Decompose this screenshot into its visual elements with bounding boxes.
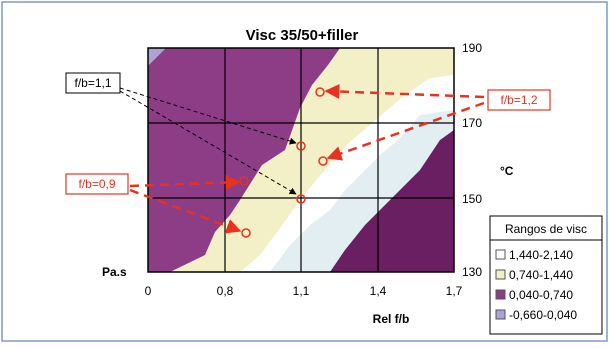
x-tick-label: 0 bbox=[145, 284, 152, 298]
legend-label: -0,660-0,040 bbox=[509, 308, 577, 322]
x-tick-label: 0,8 bbox=[217, 284, 234, 298]
legend-swatch bbox=[495, 249, 506, 260]
annotation-arrow bbox=[129, 188, 242, 234]
annotation-arrow bbox=[326, 101, 485, 161]
annotation-fb-1-1: f/b=1,1 bbox=[65, 72, 306, 204]
legend-swatch bbox=[495, 289, 506, 300]
annotation-point bbox=[296, 141, 306, 151]
annotation-label: f/b=1,2 bbox=[500, 93, 537, 107]
annotation-box bbox=[65, 72, 121, 94]
annotation-arrow bbox=[129, 175, 241, 190]
annotation-fb-0-9: f/b=0,9 bbox=[65, 173, 251, 238]
annotation-arrow bbox=[324, 84, 485, 100]
band-purple bbox=[148, 48, 340, 272]
y-axis-right: 190 170 150 130 bbox=[462, 41, 482, 279]
legend-title: Rangos de visc bbox=[505, 222, 587, 236]
annotation-label: f/b=0,9 bbox=[78, 177, 115, 191]
legend-label: 0,040-0,740 bbox=[509, 288, 573, 302]
annotation-box bbox=[487, 89, 551, 111]
x-axis-title: Rel f/b bbox=[373, 312, 410, 326]
annotation-arrow bbox=[119, 90, 297, 195]
legend-box bbox=[489, 215, 603, 335]
gridlines bbox=[148, 48, 454, 272]
band-lavender bbox=[148, 48, 166, 66]
y-tick-label: 150 bbox=[462, 192, 482, 206]
annotation-box bbox=[65, 173, 129, 195]
y-tick-label: 130 bbox=[462, 265, 482, 279]
annotation-point bbox=[239, 176, 249, 186]
annotation-point bbox=[318, 156, 328, 166]
annotation-point bbox=[241, 228, 251, 238]
z-axis-unit: Pa.s bbox=[102, 265, 127, 279]
legend-swatch bbox=[495, 269, 506, 280]
annotation-point bbox=[296, 194, 306, 204]
chart-title: Visc 35/50+filler bbox=[246, 27, 359, 44]
y-tick-label: 190 bbox=[462, 41, 482, 55]
x-axis: 0 0,8 1,1 1,4 1,7 bbox=[145, 284, 463, 298]
x-tick-label: 1,7 bbox=[446, 284, 463, 298]
annotation-label: f/b=1,1 bbox=[74, 76, 111, 90]
y-tick-label: 170 bbox=[462, 116, 482, 130]
y-axis-unit: °C bbox=[500, 164, 514, 178]
legend: Rangos de visc 1,440-2,140 0,740-1,440 0… bbox=[489, 215, 603, 335]
annotation-arrow bbox=[119, 87, 297, 145]
legend-swatch bbox=[495, 309, 506, 320]
legend-label: 1,440-2,140 bbox=[509, 248, 573, 262]
annotation-fb-1-2: f/b=1,2 bbox=[315, 84, 551, 166]
annotation-point bbox=[315, 87, 325, 97]
x-tick-label: 1,4 bbox=[370, 284, 387, 298]
x-tick-label: 1,1 bbox=[293, 284, 310, 298]
legend-label: 0,740-1,440 bbox=[509, 268, 573, 282]
